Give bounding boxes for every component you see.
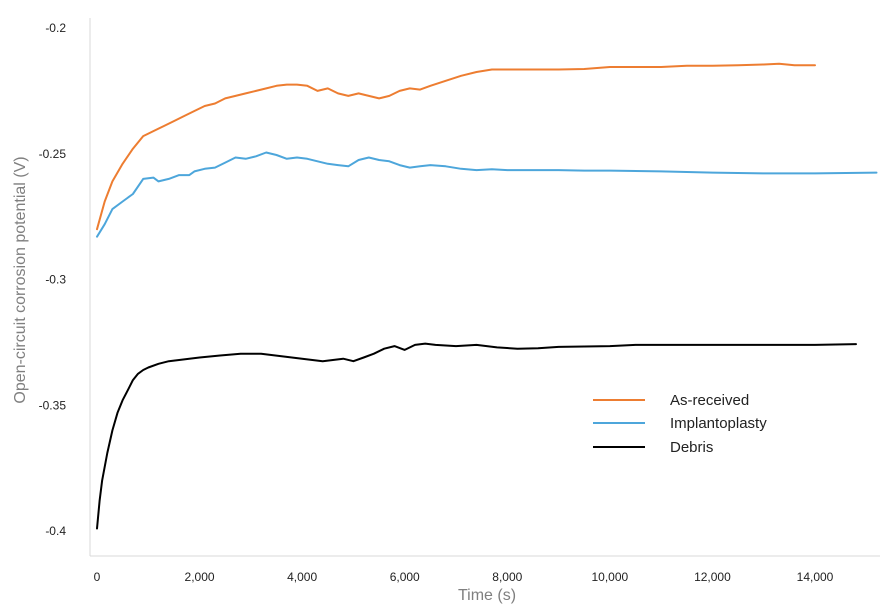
x-tick-label: 14,000	[797, 570, 834, 584]
legend-label-debris: Debris	[670, 439, 713, 456]
x-tick-label: 6,000	[390, 570, 420, 584]
x-tick-label: 0	[94, 570, 101, 584]
y-tick-labels: -0.2 -0.25 -0.3 -0.35 -0.4	[39, 21, 67, 538]
legend-label-implantoplasty: Implantoplasty	[670, 415, 767, 432]
x-axis-title: Time (s)	[458, 587, 516, 604]
plot-lines	[96, 62, 878, 530]
series-line-debris	[96, 342, 857, 530]
y-tick-label: -0.35	[39, 398, 67, 412]
legend-label-as-received: As-received	[670, 392, 749, 409]
legend: As-received Implantoplasty Debris	[593, 392, 767, 456]
y-tick-label: -0.2	[45, 21, 66, 35]
series-line-implantoplasty	[96, 151, 878, 238]
x-tick-label: 10,000	[592, 570, 629, 584]
x-tick-label: 8,000	[492, 570, 522, 584]
axes	[89, 18, 880, 557]
series-line-as-received	[96, 62, 816, 231]
y-tick-label: -0.3	[45, 273, 66, 287]
y-axis-title: Open-circuit corrosion potential (V)	[12, 156, 29, 403]
x-tick-label: 2,000	[185, 570, 215, 584]
y-tick-label: -0.4	[45, 524, 66, 538]
x-tick-label: 4,000	[287, 570, 317, 584]
x-tick-labels: 0 2,000 4,000 6,000 8,000 10,000 12,000 14,000	[94, 570, 834, 584]
x-tick-label: 12,000	[694, 570, 731, 584]
y-tick-label: -0.25	[39, 147, 67, 161]
